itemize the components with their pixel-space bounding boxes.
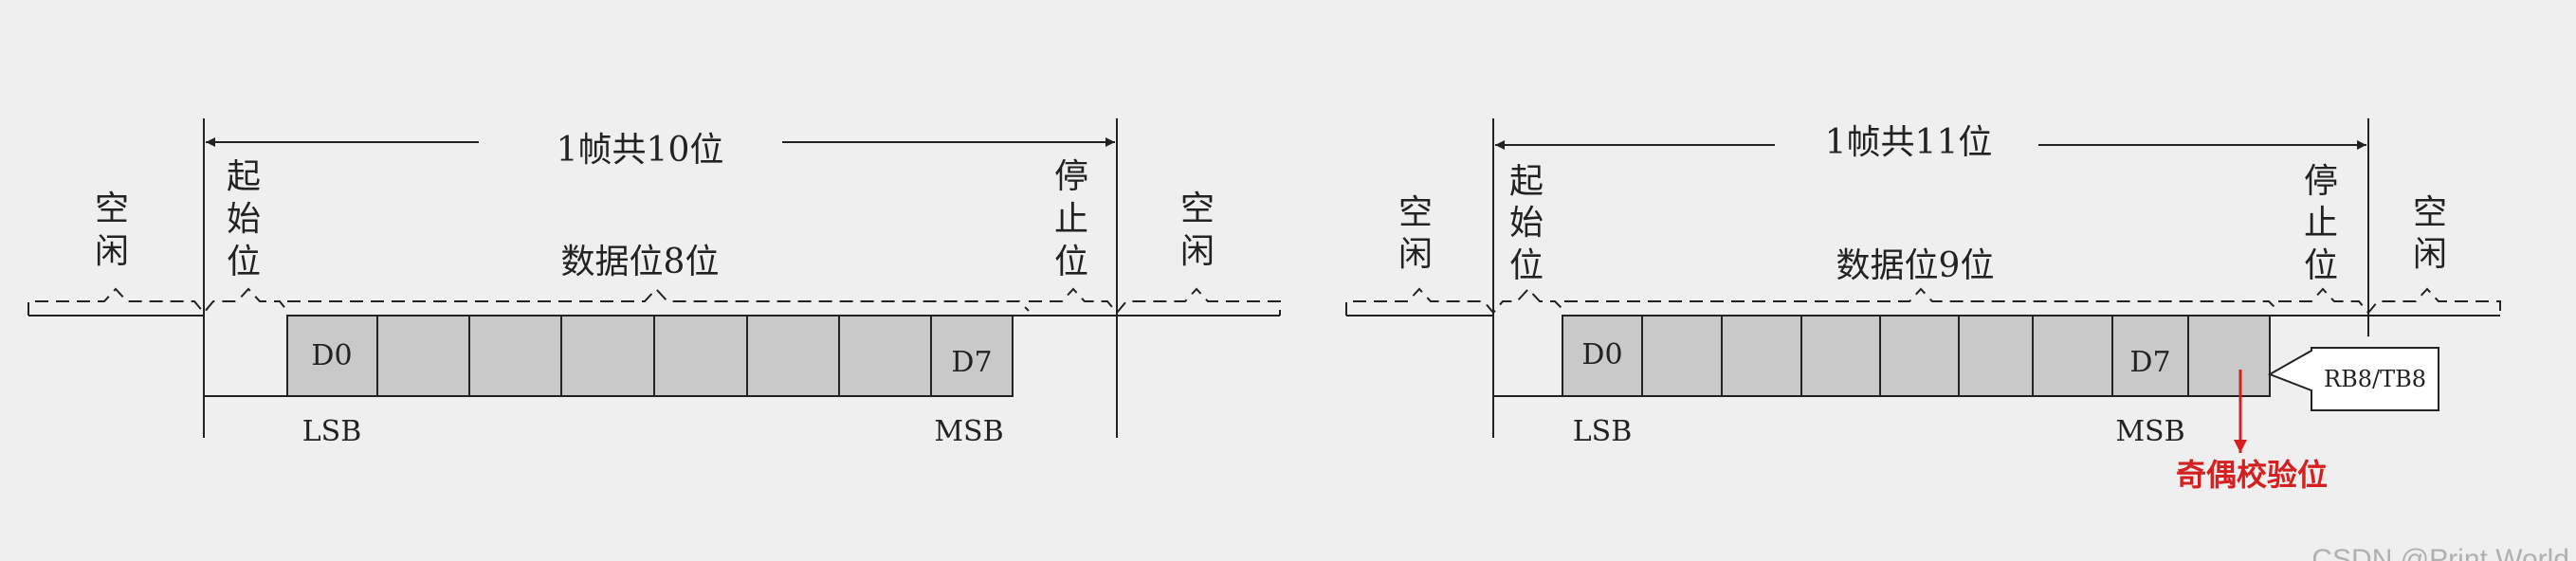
frame11-start-1: 起 xyxy=(1509,162,1544,201)
parity-annotation: 奇偶校验位 xyxy=(2176,458,2328,492)
frame11-idle-left-1: 空 xyxy=(1398,193,1433,232)
frame11-idle-right-2: 闲 xyxy=(2413,235,2447,274)
frame11-data-label: 数据位9位 xyxy=(1836,246,1995,285)
frame10-start-bit xyxy=(203,316,287,397)
frame11-stop-3: 位 xyxy=(2304,246,2338,285)
frame-10-bit: 1帧共10位 空 闲 起 始 位 数据位8位 停 止 位 空 闲 D0 D7 xyxy=(27,118,1281,448)
frame11-start-3: 位 xyxy=(1509,246,1544,285)
frame11-stop-1: 停 xyxy=(2304,162,2338,201)
frame10-brace xyxy=(27,287,1281,316)
frame11-data-cell-d1 xyxy=(1641,315,1723,397)
frame11-stop-2: 止 xyxy=(2304,204,2338,243)
frame11-d0-label: D0 xyxy=(1581,338,1622,371)
watermark: CSDN @Print World xyxy=(2311,544,2569,561)
frame10-msb-label: MSB xyxy=(934,415,1003,448)
frame11-brace xyxy=(1345,287,2501,316)
frame10-data-cell-d2 xyxy=(468,315,562,397)
frame10-d7-label: D7 xyxy=(951,346,992,379)
frame10-data-label: 数据位8位 xyxy=(561,243,720,281)
frame10-lsb-label: LSB xyxy=(302,415,362,448)
frame11-lsb-label: LSB xyxy=(1573,415,1633,448)
frame11-data-cell-d2 xyxy=(1721,315,1802,397)
frame10-data-cell-d7 xyxy=(930,315,1014,397)
frame11-data-cell-d7 xyxy=(2111,315,2189,397)
rb8-callout-label: RB8/TB8 xyxy=(2324,366,2426,392)
frame10-stop-2: 止 xyxy=(1054,200,1088,239)
frame10-idle-right-1: 空 xyxy=(1180,190,1215,228)
frame11-data-cell-d5 xyxy=(1958,315,2034,397)
frame10-data-cell-d5 xyxy=(746,315,840,397)
frame10-start-2: 始 xyxy=(227,200,261,239)
frame11-data-cell-d3 xyxy=(1800,315,1881,397)
frame11-idle-left-2: 闲 xyxy=(1398,235,1433,274)
frame11-data-cell-parity xyxy=(2187,315,2271,397)
frame10-data-cell-d0 xyxy=(286,315,378,397)
frame11-msb-label: MSB xyxy=(2115,415,2184,448)
frame10-d0-label: D0 xyxy=(311,339,352,372)
frame11-data-cell-d6 xyxy=(2032,315,2113,397)
frame10-stop-3: 位 xyxy=(1054,243,1088,281)
frame10-data-cell-d3 xyxy=(560,315,655,397)
frame10-data-cell-d1 xyxy=(376,315,470,397)
rb8-callout xyxy=(2267,347,2439,411)
frame10-idle-right-2: 闲 xyxy=(1180,232,1215,271)
frame11-start-2: 始 xyxy=(1509,204,1544,243)
frame10-stop-1: 停 xyxy=(1054,157,1088,196)
frame11-title: 1帧共11位 xyxy=(1825,123,1993,162)
frame10-start-3: 位 xyxy=(227,243,261,281)
frame10-idle-left-2: 闲 xyxy=(95,232,129,271)
frame11-data-cell-d0 xyxy=(1562,315,1643,397)
frame10-start-1: 起 xyxy=(227,157,261,196)
frame10-data-cell-d4 xyxy=(653,315,748,397)
frame10-data-cell-d6 xyxy=(838,315,932,397)
frame-11-bit: 1帧共11位 空 闲 起 始 位 数据位9位 停 止 位 空 闲 D0 xyxy=(1345,118,2501,492)
frame10-idle-left-1: 空 xyxy=(95,190,129,228)
frame11-start-bit xyxy=(1492,316,1562,397)
frame11-idle-right-1: 空 xyxy=(2413,193,2447,232)
frame10-title: 1帧共10位 xyxy=(557,131,724,170)
frame11-data-cell-d4 xyxy=(1879,315,1960,397)
frame11-d7-label: D7 xyxy=(2129,346,2170,379)
